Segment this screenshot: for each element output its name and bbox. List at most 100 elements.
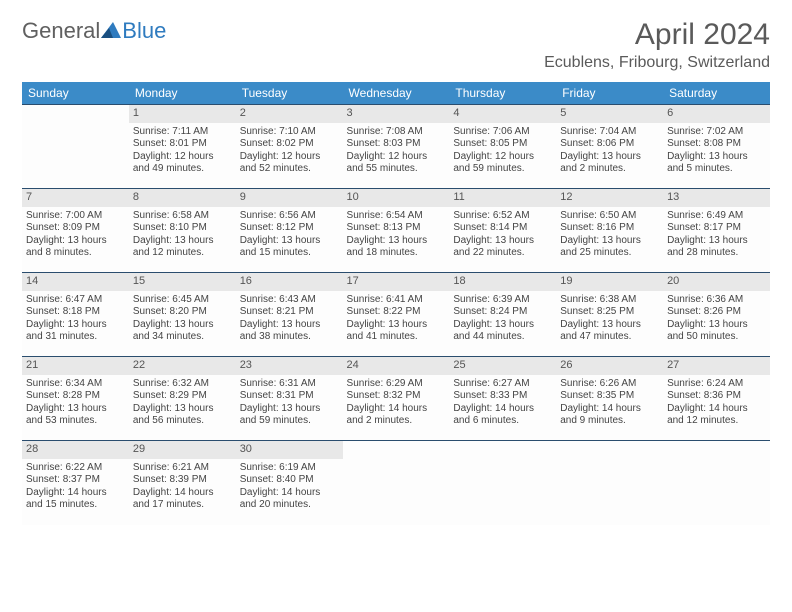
- sunset-text: Sunset: 8:20 PM: [133, 306, 232, 319]
- day-number: 14: [22, 273, 129, 291]
- calendar-cell: 30Sunrise: 6:19 AMSunset: 8:40 PMDayligh…: [236, 441, 343, 525]
- sunrise-text: Sunrise: 6:19 AM: [240, 462, 339, 475]
- calendar-cell: 18Sunrise: 6:39 AMSunset: 8:24 PMDayligh…: [449, 273, 556, 357]
- sunset-text: Sunset: 8:25 PM: [560, 306, 659, 319]
- day-number: 20: [663, 273, 770, 291]
- daylight-text: Daylight: 13 hours and 5 minutes.: [667, 151, 766, 176]
- day-number: 7: [22, 189, 129, 207]
- sunrise-text: Sunrise: 6:50 AM: [560, 210, 659, 223]
- daylight-text: Daylight: 13 hours and 34 minutes.: [133, 319, 232, 344]
- calendar-cell: 5Sunrise: 7:04 AMSunset: 8:06 PMDaylight…: [556, 105, 663, 189]
- header: General Blue April 2024 Ecublens, Fribou…: [22, 18, 770, 72]
- sunrise-text: Sunrise: 6:26 AM: [560, 378, 659, 391]
- sunrise-text: Sunrise: 7:08 AM: [347, 126, 446, 139]
- day-header: Wednesday: [343, 82, 450, 105]
- daylight-text: Daylight: 13 hours and 22 minutes.: [453, 235, 552, 260]
- month-title: April 2024: [544, 18, 770, 52]
- calendar-body: 1Sunrise: 7:11 AMSunset: 8:01 PMDaylight…: [22, 105, 770, 525]
- sunrise-text: Sunrise: 7:00 AM: [26, 210, 125, 223]
- sunrise-text: Sunrise: 6:34 AM: [26, 378, 125, 391]
- day-number: 9: [236, 189, 343, 207]
- sunrise-text: Sunrise: 6:21 AM: [133, 462, 232, 475]
- sunrise-text: Sunrise: 6:32 AM: [133, 378, 232, 391]
- day-number: 6: [663, 105, 770, 123]
- day-header: Thursday: [449, 82, 556, 105]
- sunset-text: Sunset: 8:12 PM: [240, 222, 339, 235]
- logo-text-blue: Blue: [122, 18, 166, 44]
- day-number: 3: [343, 105, 450, 123]
- sunset-text: Sunset: 8:03 PM: [347, 138, 446, 151]
- location-text: Ecublens, Fribourg, Switzerland: [544, 54, 770, 72]
- day-number: 4: [449, 105, 556, 123]
- sunrise-text: Sunrise: 6:27 AM: [453, 378, 552, 391]
- daylight-text: Daylight: 14 hours and 6 minutes.: [453, 403, 552, 428]
- calendar-cell: 6Sunrise: 7:02 AMSunset: 8:08 PMDaylight…: [663, 105, 770, 189]
- sunrise-text: Sunrise: 6:43 AM: [240, 294, 339, 307]
- sunset-text: Sunset: 8:32 PM: [347, 390, 446, 403]
- day-header: Monday: [129, 82, 236, 105]
- day-number: 24: [343, 357, 450, 375]
- sunset-text: Sunset: 8:37 PM: [26, 474, 125, 487]
- day-number: 15: [129, 273, 236, 291]
- daylight-text: Daylight: 13 hours and 8 minutes.: [26, 235, 125, 260]
- daylight-text: Daylight: 13 hours and 25 minutes.: [560, 235, 659, 260]
- daylight-text: Daylight: 12 hours and 55 minutes.: [347, 151, 446, 176]
- day-number: 11: [449, 189, 556, 207]
- day-number: 5: [556, 105, 663, 123]
- daylight-text: Daylight: 13 hours and 2 minutes.: [560, 151, 659, 176]
- day-header: Tuesday: [236, 82, 343, 105]
- sunrise-text: Sunrise: 6:45 AM: [133, 294, 232, 307]
- daylight-text: Daylight: 12 hours and 49 minutes.: [133, 151, 232, 176]
- day-number: 30: [236, 441, 343, 459]
- day-header: Saturday: [663, 82, 770, 105]
- daylight-text: Daylight: 13 hours and 50 minutes.: [667, 319, 766, 344]
- sunset-text: Sunset: 8:29 PM: [133, 390, 232, 403]
- daylight-text: Daylight: 14 hours and 9 minutes.: [560, 403, 659, 428]
- calendar-cell: [343, 441, 450, 525]
- calendar-cell: 12 Sunrise: 6:50 AMSunset: 8:16 PMDayligh…: [556, 189, 663, 273]
- daylight-text: Daylight: 14 hours and 2 minutes.: [347, 403, 446, 428]
- sunrise-text: Sunrise: 6:31 AM: [240, 378, 339, 391]
- table-row: 21Sunrise: 6:34 AMSunset: 8:28 PMDayligh…: [22, 357, 770, 441]
- sunset-text: Sunset: 8:10 PM: [133, 222, 232, 235]
- sunrise-text: Sunrise: 6:49 AM: [667, 210, 766, 223]
- sunset-text: Sunset: 8:21 PM: [240, 306, 339, 319]
- calendar-cell: 13Sunrise: 6:49 AMSunset: 8:17 PMDayligh…: [663, 189, 770, 273]
- sunrise-text: Sunrise: 6:38 AM: [560, 294, 659, 307]
- day-number: 22: [129, 357, 236, 375]
- day-number: 16: [236, 273, 343, 291]
- daylight-text: Daylight: 13 hours and 28 minutes.: [667, 235, 766, 260]
- sunrise-text: Sunrise: 6:52 AM: [453, 210, 552, 223]
- sunset-text: Sunset: 8:35 PM: [560, 390, 659, 403]
- calendar-cell: 19Sunrise: 6:38 AMSunset: 8:25 PMDayligh…: [556, 273, 663, 357]
- daylight-text: Daylight: 13 hours and 44 minutes.: [453, 319, 552, 344]
- calendar-cell: 21Sunrise: 6:34 AMSunset: 8:28 PMDayligh…: [22, 357, 129, 441]
- sunrise-text: Sunrise: 6:39 AM: [453, 294, 552, 307]
- daylight-text: Daylight: 13 hours and 56 minutes.: [133, 403, 232, 428]
- calendar-cell: 2Sunrise: 7:10 AMSunset: 8:02 PMDaylight…: [236, 105, 343, 189]
- day-number: 10: [343, 189, 450, 207]
- sunrise-text: Sunrise: 6:54 AM: [347, 210, 446, 223]
- day-number: 28: [22, 441, 129, 459]
- calendar-cell: 29Sunrise: 6:21 AMSunset: 8:39 PMDayligh…: [129, 441, 236, 525]
- daylight-text: Daylight: 12 hours and 52 minutes.: [240, 151, 339, 176]
- day-number: 27: [663, 357, 770, 375]
- daylight-text: Daylight: 13 hours and 53 minutes.: [26, 403, 125, 428]
- calendar-cell: 11Sunrise: 6:52 AMSunset: 8:14 PMDayligh…: [449, 189, 556, 273]
- sunset-text: Sunset: 8:09 PM: [26, 222, 125, 235]
- logo-triangle-icon: [101, 18, 121, 44]
- sunrise-text: Sunrise: 7:02 AM: [667, 126, 766, 139]
- sunset-text: Sunset: 8:22 PM: [347, 306, 446, 319]
- calendar-cell: [663, 441, 770, 525]
- day-number: 18: [449, 273, 556, 291]
- sunset-text: Sunset: 8:16 PM: [560, 222, 659, 235]
- daylight-text: Daylight: 13 hours and 41 minutes.: [347, 319, 446, 344]
- calendar-cell: 23Sunrise: 6:31 AMSunset: 8:31 PMDayligh…: [236, 357, 343, 441]
- calendar-cell: [556, 441, 663, 525]
- sunset-text: Sunset: 8:13 PM: [347, 222, 446, 235]
- day-number: 12: [556, 189, 663, 207]
- day-number: 19: [556, 273, 663, 291]
- calendar-cell: 20Sunrise: 6:36 AMSunset: 8:26 PMDayligh…: [663, 273, 770, 357]
- table-row: 7Sunrise: 7:00 AMSunset: 8:09 PMDaylight…: [22, 189, 770, 273]
- day-number: 13: [663, 189, 770, 207]
